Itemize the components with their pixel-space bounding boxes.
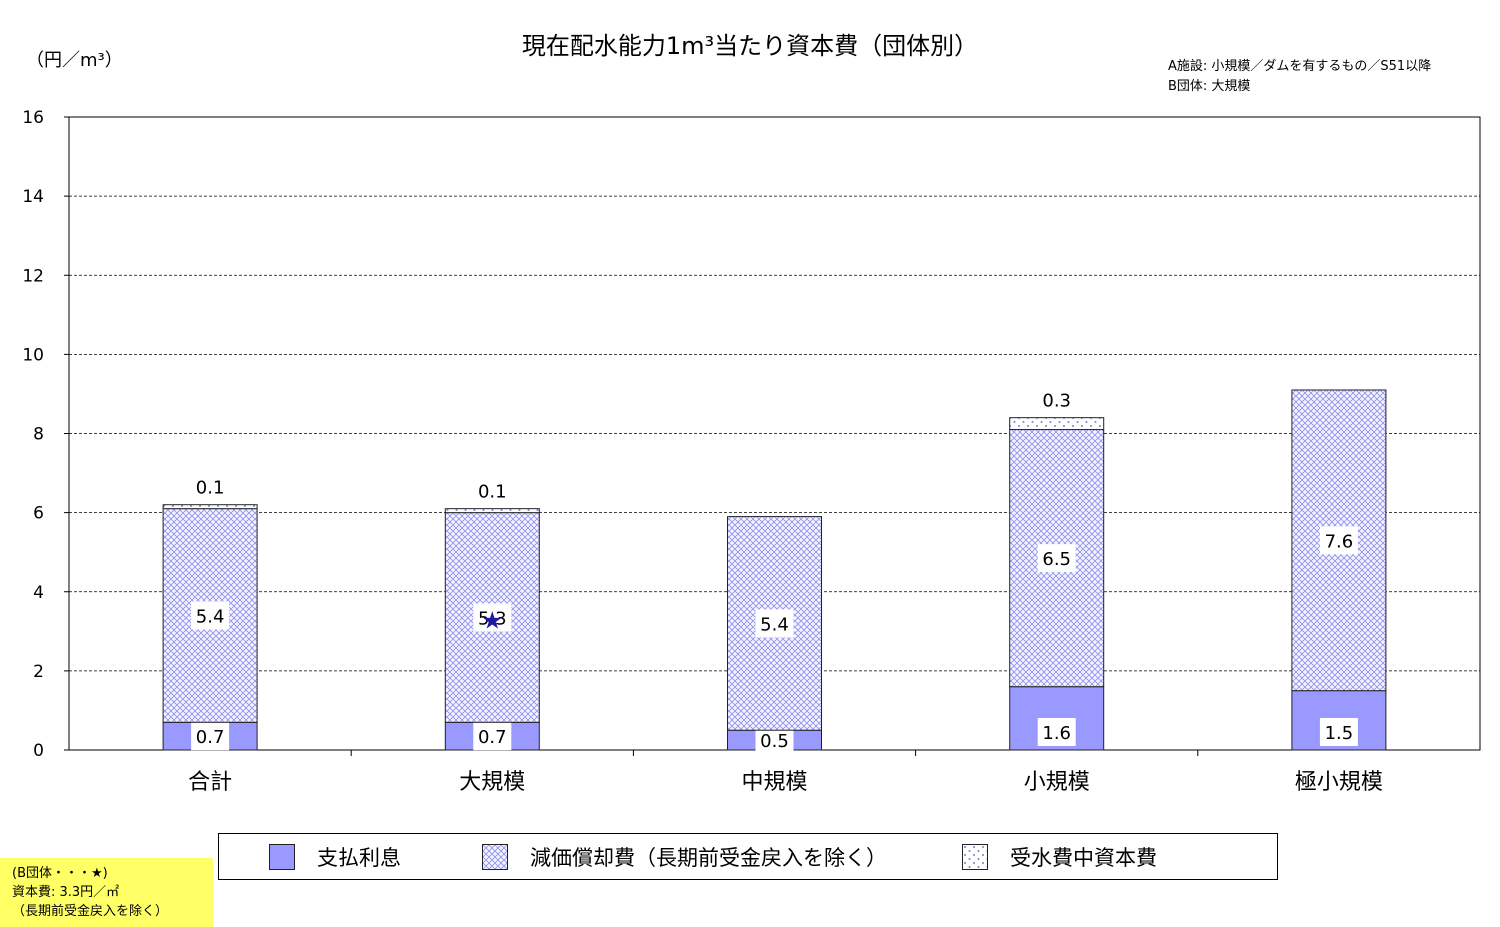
data-label: 6.5 [1042, 549, 1071, 570]
legend-label-depreciation: 減価償却費（長期前受金戻入を除く） [530, 846, 887, 870]
data-label: 1.6 [1042, 723, 1071, 744]
y-tick-label: 16 [22, 108, 44, 128]
data-label: 0.5 [760, 731, 789, 752]
data-label: 0.1 [478, 482, 507, 503]
bar-segment [162, 504, 258, 510]
y-tick-label: 2 [33, 662, 44, 682]
data-label-bg [191, 722, 230, 751]
data-label-bg [1037, 544, 1076, 573]
legend-item-depreciation: 減価償却費（長期前受金戻入を除く） [482, 844, 887, 870]
data-label-bg [1319, 718, 1358, 746]
y-tick-label: 4 [33, 583, 44, 603]
y-tick-label: 12 [22, 266, 44, 286]
solid-swatch-icon [269, 844, 295, 870]
legend-label-water-purchase: 受水費中資本費 [1010, 846, 1157, 870]
chart-title: 現在配水能力1m³当たり資本費（団体別） [521, 32, 979, 60]
legend: 支払利息 減価償却費（長期前受金戻入を除く） 受水費中資本費 [218, 833, 1278, 880]
legend-item-interest: 支払利息 [269, 844, 401, 870]
y-tick-label: 10 [22, 345, 44, 365]
data-label-bg [473, 603, 512, 632]
data-label-bg [1319, 526, 1358, 555]
data-label-bg [755, 609, 794, 638]
condition-note-line-a: A施設: 小規模／ダムを有するもの／S51以降 [1168, 59, 1432, 74]
data-label-bg [1037, 718, 1076, 746]
category-label: 極小規模 [1295, 770, 1383, 795]
plot-area: 0 2 4 6 8 10 12 14 16 0.7 5.4 0.1 合計 0.7 5.3 0.1 大規模 ★ 0.5… [22, 108, 1481, 795]
y-tick-label: 14 [22, 187, 44, 207]
dotted-swatch-icon [962, 844, 988, 870]
legend-item-water-purchase: 受水費中資本費 [962, 844, 1157, 870]
data-label: 5.4 [196, 606, 225, 627]
data-label: 5.4 [760, 614, 789, 635]
category-label: 小規模 [1024, 770, 1090, 795]
star-marker: ★ [482, 606, 504, 634]
bar-segment [1009, 417, 1105, 431]
data-label: 0.3 [1042, 391, 1071, 412]
crosshatch-swatch-icon [482, 844, 508, 870]
b-entity-note-line-2: 資本費: 3.3円／㎡ [12, 885, 120, 900]
y-axis-unit-label: （円／m³） [26, 50, 123, 71]
b-entity-note: (B団体・・・★) 資本費: 3.3円／㎡ （長期前受金戻入を除く） [0, 858, 213, 927]
data-label: 0.7 [478, 727, 507, 748]
data-label-bg [191, 601, 230, 630]
y-tick-label: 0 [33, 741, 44, 761]
data-label: 1.5 [1325, 723, 1354, 744]
data-label-bg [473, 722, 512, 751]
condition-note: A施設: 小規模／ダムを有するもの／S51以降 B団体: 大規模 [1168, 57, 1431, 97]
stacked-bar-chart: 0 2 4 6 8 10 12 14 16 0.7 5.4 0.1 合計 0.7 5.3 0.1 大規模 ★ 0.5… [22, 108, 1481, 795]
category-label: 大規模 [459, 770, 525, 795]
b-entity-note-line-1: (B団体・・・★) [12, 866, 108, 881]
condition-note-line-b: B団体: 大規模 [1168, 79, 1251, 94]
data-label-bg [755, 726, 794, 755]
data-label: 5.3 [478, 608, 507, 629]
b-entity-note-line-3: （長期前受金戻入を除く） [12, 904, 169, 919]
y-tick-label: 6 [33, 504, 44, 524]
data-label: 7.6 [1325, 531, 1354, 552]
bar-segment [444, 508, 540, 514]
legend-label-interest: 支払利息 [317, 846, 401, 870]
y-tick-label: 8 [33, 425, 44, 445]
data-label: 0.1 [196, 478, 225, 499]
category-label: 中規模 [741, 770, 807, 795]
category-label: 合計 [188, 770, 232, 795]
data-label: 0.7 [196, 727, 225, 748]
